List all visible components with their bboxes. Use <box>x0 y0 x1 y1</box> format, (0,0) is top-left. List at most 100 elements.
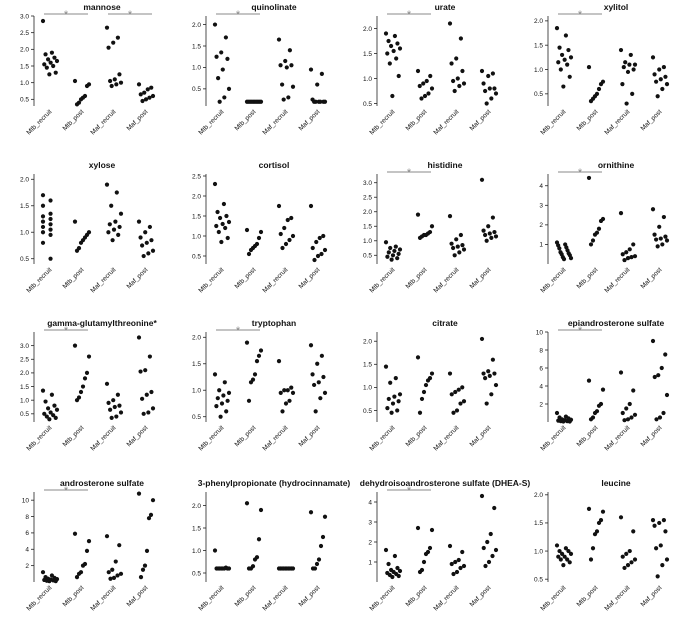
data-point <box>290 233 296 239</box>
data-point <box>256 353 262 358</box>
data-point <box>586 64 592 70</box>
data-point <box>631 529 636 534</box>
data-point <box>393 376 398 381</box>
data-point <box>217 388 222 393</box>
data-point <box>618 515 624 520</box>
panel-title: 3-phenylpropionate (hydrocinnamate) <box>198 478 351 488</box>
panel-title: quinolinate <box>251 2 297 12</box>
data-point <box>454 569 460 575</box>
data-point <box>395 565 400 571</box>
data-point <box>620 554 625 559</box>
data-point <box>278 231 283 237</box>
y-tick-label: 2 <box>539 401 543 408</box>
category-label: Maf_post <box>126 424 150 448</box>
data-point <box>318 99 323 104</box>
panel-title: xylitol <box>604 2 629 12</box>
y-tick-label: 3 <box>539 203 543 210</box>
data-point <box>490 357 495 362</box>
data-point <box>421 81 426 86</box>
data-point <box>490 215 495 220</box>
data-point <box>117 543 122 548</box>
data-point <box>321 233 326 239</box>
data-point <box>586 378 592 383</box>
data-point <box>479 493 485 499</box>
y-tick-label: 2 <box>25 563 29 570</box>
data-point <box>429 527 435 533</box>
data-point <box>40 219 46 224</box>
data-point <box>312 382 317 388</box>
category-label: Maf_recruit <box>432 584 460 612</box>
data-point <box>287 398 292 403</box>
data-point <box>315 253 321 259</box>
y-tick-label: 0.5 <box>363 253 372 260</box>
data-point <box>588 417 594 422</box>
data-point <box>51 63 56 69</box>
data-point <box>110 238 115 243</box>
data-point <box>429 371 435 376</box>
panel-title: histidine <box>428 160 463 170</box>
data-point <box>86 538 92 544</box>
data-point <box>423 382 429 388</box>
significance-star: * <box>578 167 583 179</box>
data-point <box>661 214 666 220</box>
data-point <box>48 211 53 216</box>
data-point <box>492 86 497 91</box>
data-point <box>588 242 594 247</box>
data-point <box>244 501 250 506</box>
data-point <box>212 22 218 27</box>
data-point <box>313 409 318 414</box>
data-point <box>47 72 52 77</box>
data-point <box>455 76 460 81</box>
data-point <box>258 229 264 235</box>
data-point <box>484 101 489 106</box>
category-label: Mtb_post <box>234 424 258 448</box>
data-point <box>138 574 144 580</box>
data-point <box>49 392 55 397</box>
data-point <box>48 198 53 203</box>
data-point <box>136 335 142 340</box>
data-point <box>661 64 666 70</box>
data-point <box>145 87 150 92</box>
data-point <box>554 543 560 548</box>
category-label: Mtb_recruit <box>539 266 567 294</box>
data-point <box>47 417 52 422</box>
y-tick-label: 1.0 <box>363 385 372 392</box>
data-point <box>479 177 485 182</box>
data-point <box>661 410 666 416</box>
y-tick-label: 0.5 <box>534 576 543 583</box>
data-point <box>82 376 88 381</box>
y-tick-label: 1.0 <box>20 80 29 87</box>
data-point <box>397 568 403 574</box>
data-point <box>483 88 488 94</box>
data-point <box>561 563 566 568</box>
data-point <box>150 93 156 99</box>
data-point <box>49 50 55 55</box>
data-point <box>322 514 328 519</box>
data-point <box>226 86 232 91</box>
data-point <box>493 547 499 553</box>
data-point <box>141 253 146 259</box>
data-point <box>256 537 262 542</box>
data-point <box>383 547 389 553</box>
y-tick-label: 2.5 <box>20 30 29 37</box>
data-point <box>487 231 492 236</box>
data-point <box>248 380 254 385</box>
data-point <box>652 523 657 528</box>
y-tick-label: 0.5 <box>20 97 29 104</box>
data-point <box>622 418 627 423</box>
data-point <box>109 83 114 89</box>
data-point <box>487 373 492 378</box>
panel-title: dehydroisoandrosterone sulfate (DHEA-S) <box>360 478 531 488</box>
category-label: Maf_recruit <box>603 266 631 294</box>
panel-title: leucine <box>601 478 631 488</box>
data-point <box>486 369 491 374</box>
data-point <box>489 96 494 101</box>
y-tick-label: 1.5 <box>192 361 201 368</box>
y-tick-label: 2.0 <box>534 492 543 499</box>
data-point <box>489 392 494 397</box>
data-point <box>624 101 629 106</box>
data-point <box>586 506 592 511</box>
significance-star: * <box>407 9 412 21</box>
data-point <box>481 545 486 551</box>
data-point <box>280 82 285 87</box>
